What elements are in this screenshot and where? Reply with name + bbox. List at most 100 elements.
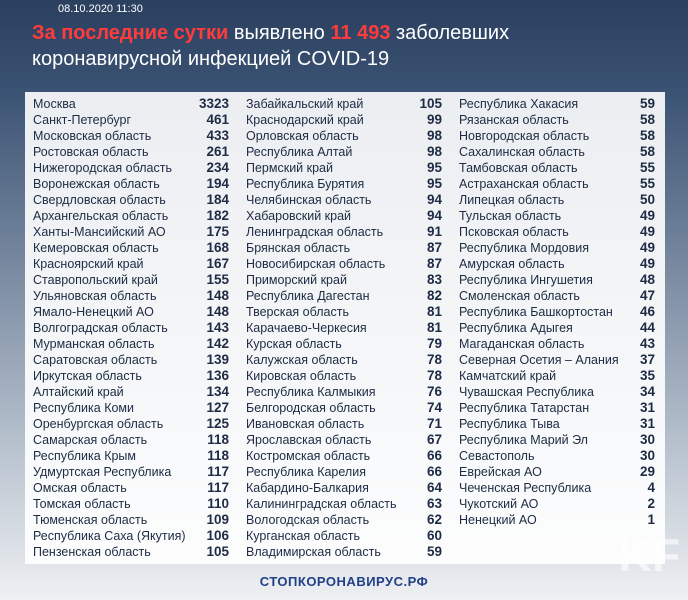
region-name: Вологодская область <box>246 513 370 527</box>
case-count: 2 <box>647 496 655 511</box>
case-count: 184 <box>206 192 229 207</box>
region-name: Ростовская область <box>33 145 149 159</box>
table-row: Ульяновская область 148 <box>33 288 229 304</box>
case-count: 110 <box>207 496 229 511</box>
case-count: 234 <box>206 160 229 175</box>
table: Москва 3323 Санкт-Петербург 461 Московская о… <box>25 92 665 564</box>
region-name: Приморский край <box>246 273 347 287</box>
region-name: Ярославская область <box>246 433 372 447</box>
case-count: 66 <box>426 448 442 463</box>
table-row: Ростовская область 261 <box>33 144 229 160</box>
case-count: 29 <box>639 464 655 479</box>
case-count: 83 <box>426 272 442 287</box>
table-row: Удмуртская Республика 117 <box>33 464 229 480</box>
case-count: 136 <box>206 368 229 383</box>
region-name: Липецкая область <box>459 193 565 207</box>
case-count: 35 <box>639 368 655 383</box>
case-count: 37 <box>639 352 655 367</box>
region-name: Архангельская область <box>33 209 169 223</box>
case-count: 134 <box>206 384 229 399</box>
region-name: Кабардино-Балкария <box>246 481 369 495</box>
title-text: заболевших <box>396 22 510 44</box>
region-name: Калининградская область <box>246 497 397 511</box>
case-count: 34 <box>639 384 655 399</box>
region-name: Кировская область <box>246 369 357 383</box>
case-count: 58 <box>639 144 655 159</box>
table-row: Тульская область 49 <box>459 208 655 224</box>
table-row: Чеченская Республика 4 <box>459 480 655 496</box>
region-name: Карачаево-Черкесия <box>246 321 367 335</box>
region-name: Белгородская область <box>246 401 376 415</box>
table-row: Ненецкий АО 1 <box>459 512 655 528</box>
region-name: Тульская область <box>459 209 562 223</box>
region-name: Чукотский АО <box>459 497 539 511</box>
case-count: 99 <box>426 112 442 127</box>
region-name: Республика Карелия <box>246 465 366 479</box>
table-row: Магаданская область 43 <box>459 336 655 352</box>
region-name: Кемеровская область <box>33 241 159 255</box>
region-name: Алтайский край <box>33 385 124 399</box>
region-name: Тюменская область <box>33 513 148 527</box>
case-count: 62 <box>426 512 442 527</box>
case-count: 433 <box>206 128 229 143</box>
table-row: Еврейская АО 29 <box>459 464 655 480</box>
region-name: Томская область <box>33 497 131 511</box>
case-count: 49 <box>639 240 655 255</box>
case-count: 49 <box>639 224 655 239</box>
table-row: Калининградская область 63 <box>246 496 442 512</box>
region-name: Еврейская АО <box>459 465 542 479</box>
title-highlight: За последние сутки <box>32 22 229 44</box>
region-name: Волгоградская область <box>33 321 168 335</box>
table-row: Ямало-Ненецкий АО 148 <box>33 304 229 320</box>
table-row: Владимирская область 59 <box>246 544 442 560</box>
region-name: Пермский край <box>246 161 333 175</box>
region-name: Ленинградская область <box>246 225 384 239</box>
title: За последние сутки выявлено 11 493 забол… <box>32 20 509 72</box>
case-count: 31 <box>639 400 655 415</box>
region-name: Забайкальский край <box>246 97 364 111</box>
case-count: 98 <box>426 144 442 159</box>
table-row: Иркутская область 136 <box>33 368 229 384</box>
case-count: 117 <box>207 480 229 495</box>
region-name: Свердловская область <box>33 193 166 207</box>
table-row: Пермский край 95 <box>246 160 442 176</box>
case-count: 49 <box>639 256 655 271</box>
table-row: Камчатский край 35 <box>459 368 655 384</box>
table-row: Хабаровский край 94 <box>246 208 442 224</box>
table-row: Нижегородская область 234 <box>33 160 229 176</box>
case-count: 106 <box>206 528 229 543</box>
table-row: Республика Крым 118 <box>33 448 229 464</box>
table-row: Приморский край 83 <box>246 272 442 288</box>
table-row: Курганская область 60 <box>246 528 442 544</box>
table-row: Красноярский край 167 <box>33 256 229 272</box>
table-row: Астраханская область 55 <box>459 176 655 192</box>
case-count: 139 <box>206 352 229 367</box>
region-name: Республика Хакасия <box>459 97 579 111</box>
region-name: Ханты-Мансийский АО <box>33 225 166 239</box>
case-count: 59 <box>639 96 655 111</box>
region-name: Республика Ингушетия <box>459 273 593 287</box>
table-row: Брянская область 87 <box>246 240 442 256</box>
case-count: 63 <box>426 496 442 511</box>
table-row: Ленинградская область 91 <box>246 224 442 240</box>
case-count: 30 <box>639 448 655 463</box>
case-count: 79 <box>426 336 442 351</box>
region-name: Брянская область <box>246 241 351 255</box>
table-row: Республика Татарстан 31 <box>459 400 655 416</box>
table-row: Орловская область 98 <box>246 128 442 144</box>
table-row: Республика Мордовия 49 <box>459 240 655 256</box>
case-count: 118 <box>207 448 229 463</box>
case-count: 74 <box>426 400 442 415</box>
region-name: Санкт-Петербург <box>33 113 132 127</box>
case-count: 59 <box>426 544 442 559</box>
region-name: Сахалинская область <box>459 145 585 159</box>
region-name: Республика Тыва <box>459 417 560 431</box>
region-name: Москва <box>33 97 76 111</box>
case-count: 58 <box>639 128 655 143</box>
table-row: Чукотский АО 2 <box>459 496 655 512</box>
case-count: 148 <box>206 304 229 319</box>
date: 08.10.2020 11:30 <box>58 3 143 15</box>
table-row: Кабардино-Балкария 64 <box>246 480 442 496</box>
table-row: Новосибирская область 87 <box>246 256 442 272</box>
case-count: 3323 <box>198 96 229 111</box>
